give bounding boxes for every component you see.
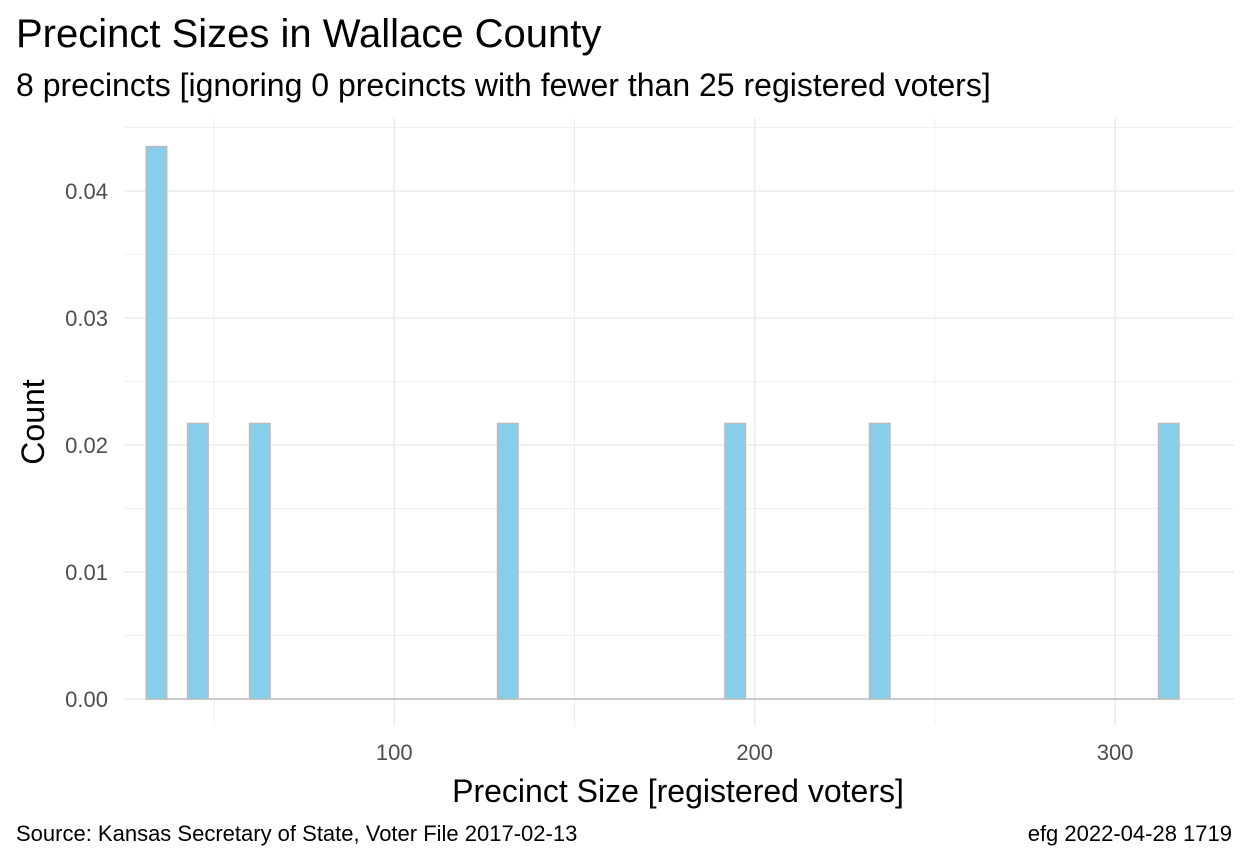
- minor-gridlines: [124, 118, 1234, 726]
- y-tick-label: 0.03: [65, 306, 108, 331]
- histogram-bar: [1157, 422, 1180, 700]
- timestamp-caption: efg 2022-04-28 1719: [1027, 821, 1232, 846]
- y-tick-label: 0.00: [65, 687, 108, 712]
- y-axis-tick-labels: 0.00 0.01 0.02 0.03 0.04: [65, 179, 108, 712]
- x-tick-label: 300: [1097, 740, 1134, 765]
- histogram-bar: [145, 145, 168, 700]
- y-tick-label: 0.01: [65, 560, 108, 585]
- major-gridlines: [124, 118, 1234, 726]
- chart-title: Precinct Sizes in Wallace County: [16, 12, 602, 56]
- histogram-bar: [724, 422, 747, 700]
- histogram-bar: [186, 422, 209, 700]
- histogram-bar: [248, 422, 271, 700]
- x-tick-label: 200: [736, 740, 773, 765]
- histogram-bars: [145, 145, 1180, 700]
- source-caption: Source: Kansas Secretary of State, Voter…: [16, 821, 578, 846]
- x-axis-title: Precinct Size [registered voters]: [452, 773, 904, 809]
- histogram-bar: [496, 422, 519, 700]
- histogram-bar: [868, 422, 891, 700]
- y-axis-title: Count: [15, 379, 51, 465]
- x-tick-label: 100: [376, 740, 413, 765]
- x-axis-tick-labels: 100 200 300: [376, 740, 1133, 765]
- chart-subtitle: 8 precincts [ignoring 0 precincts with f…: [16, 67, 991, 103]
- y-tick-label: 0.02: [65, 433, 108, 458]
- y-tick-label: 0.04: [65, 179, 108, 204]
